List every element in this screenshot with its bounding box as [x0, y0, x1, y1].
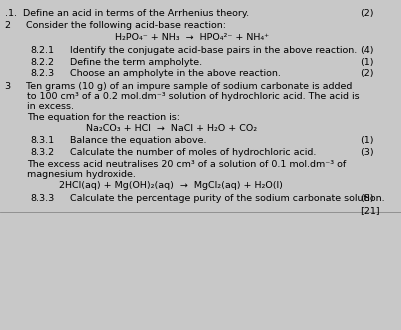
Text: in excess.: in excess.: [27, 102, 74, 111]
Text: (3): (3): [359, 148, 373, 157]
Text: 8.3.3: 8.3.3: [30, 194, 54, 203]
Text: Calculate the number of moles of hydrochloric acid.: Calculate the number of moles of hydroch…: [70, 148, 316, 157]
Text: 8.2.1: 8.2.1: [30, 46, 54, 55]
Text: to 100 cm³ of a 0.2 mol.dm⁻³ solution of hydrochloric acid. The acid is: to 100 cm³ of a 0.2 mol.dm⁻³ solution of…: [27, 92, 359, 101]
Text: (4): (4): [359, 46, 373, 55]
Text: 8.2.3: 8.2.3: [30, 69, 54, 78]
Text: (1): (1): [359, 58, 373, 67]
Text: The excess acid neutralises 20 cm³ of a solution of 0.1 mol.dm⁻³ of: The excess acid neutralises 20 cm³ of a …: [27, 160, 346, 169]
Text: (2): (2): [359, 69, 373, 78]
Text: 8.3.2: 8.3.2: [30, 148, 54, 157]
Text: .1.  Define an acid in terms of the Arrhenius theory.: .1. Define an acid in terms of the Arrhe…: [5, 9, 248, 18]
Text: Calculate the percentage purity of the sodium carbonate solution.: Calculate the percentage purity of the s…: [70, 194, 384, 203]
Text: Define the term ampholyte.: Define the term ampholyte.: [70, 58, 202, 67]
Text: Balance the equation above.: Balance the equation above.: [70, 136, 207, 145]
Text: [21]: [21]: [359, 206, 379, 215]
Text: Identify the conjugate acid-base pairs in the above reaction.: Identify the conjugate acid-base pairs i…: [70, 46, 357, 55]
Text: magnesium hydroxide.: magnesium hydroxide.: [27, 170, 136, 179]
Text: (2): (2): [359, 9, 373, 18]
Text: 8.2.2: 8.2.2: [30, 58, 54, 67]
Text: The equation for the reaction is:: The equation for the reaction is:: [27, 113, 180, 122]
Text: Choose an ampholyte in the above reaction.: Choose an ampholyte in the above reactio…: [70, 69, 281, 78]
Text: 3     Ten grams (10 g) of an impure sample of sodium carbonate is added: 3 Ten grams (10 g) of an impure sample o…: [5, 82, 351, 91]
Text: (1): (1): [359, 136, 373, 145]
Text: 8.3.1: 8.3.1: [30, 136, 54, 145]
Text: 2     Consider the following acid-base reaction:: 2 Consider the following acid-base react…: [5, 21, 225, 30]
Text: (8): (8): [359, 194, 373, 203]
Text: 2HCl(aq) + Mg(OH)₂(aq)  →  MgCl₂(aq) + H₂O(l): 2HCl(aq) + Mg(OH)₂(aq) → MgCl₂(aq) + H₂O…: [59, 182, 283, 190]
Text: Na₂CO₃ + HCl  →  NaCl + H₂O + CO₂: Na₂CO₃ + HCl → NaCl + H₂O + CO₂: [86, 124, 257, 133]
Text: H₂PO₄⁻ + NH₃  →  HPO₄²⁻ + NH₄⁺: H₂PO₄⁻ + NH₃ → HPO₄²⁻ + NH₄⁺: [114, 33, 268, 42]
